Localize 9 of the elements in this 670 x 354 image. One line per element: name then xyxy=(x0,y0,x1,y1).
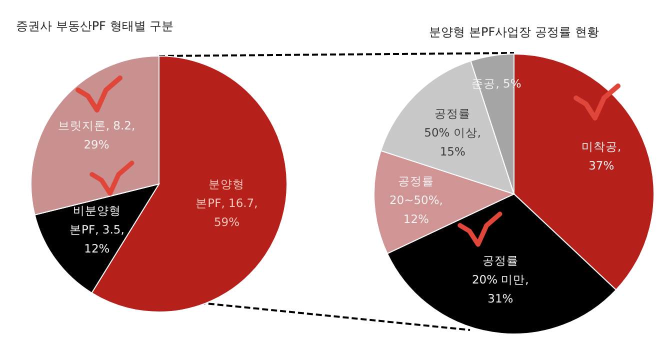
slice-label: 브릿지론, 8.2, 29% xyxy=(58,118,136,152)
slice-label: 분양형 본PF, 16.7, 59% xyxy=(196,177,258,230)
slice-label: 비분양형 본PF, 3.5, 12% xyxy=(70,203,124,256)
slice-label: 공정률 20% 미만, 31% xyxy=(472,254,529,306)
slice-label: 미착공, 37% xyxy=(582,140,622,173)
slice-label: 공정률 20~50%, 12% xyxy=(389,174,443,226)
slice-label: 공정률 50% 이상, 15% xyxy=(424,106,482,159)
chart-title: 분양형 본PF사업장 공정률 현황 xyxy=(429,25,599,39)
chart-title: 증권사 부동산PF 형태별 구분 xyxy=(16,19,174,33)
